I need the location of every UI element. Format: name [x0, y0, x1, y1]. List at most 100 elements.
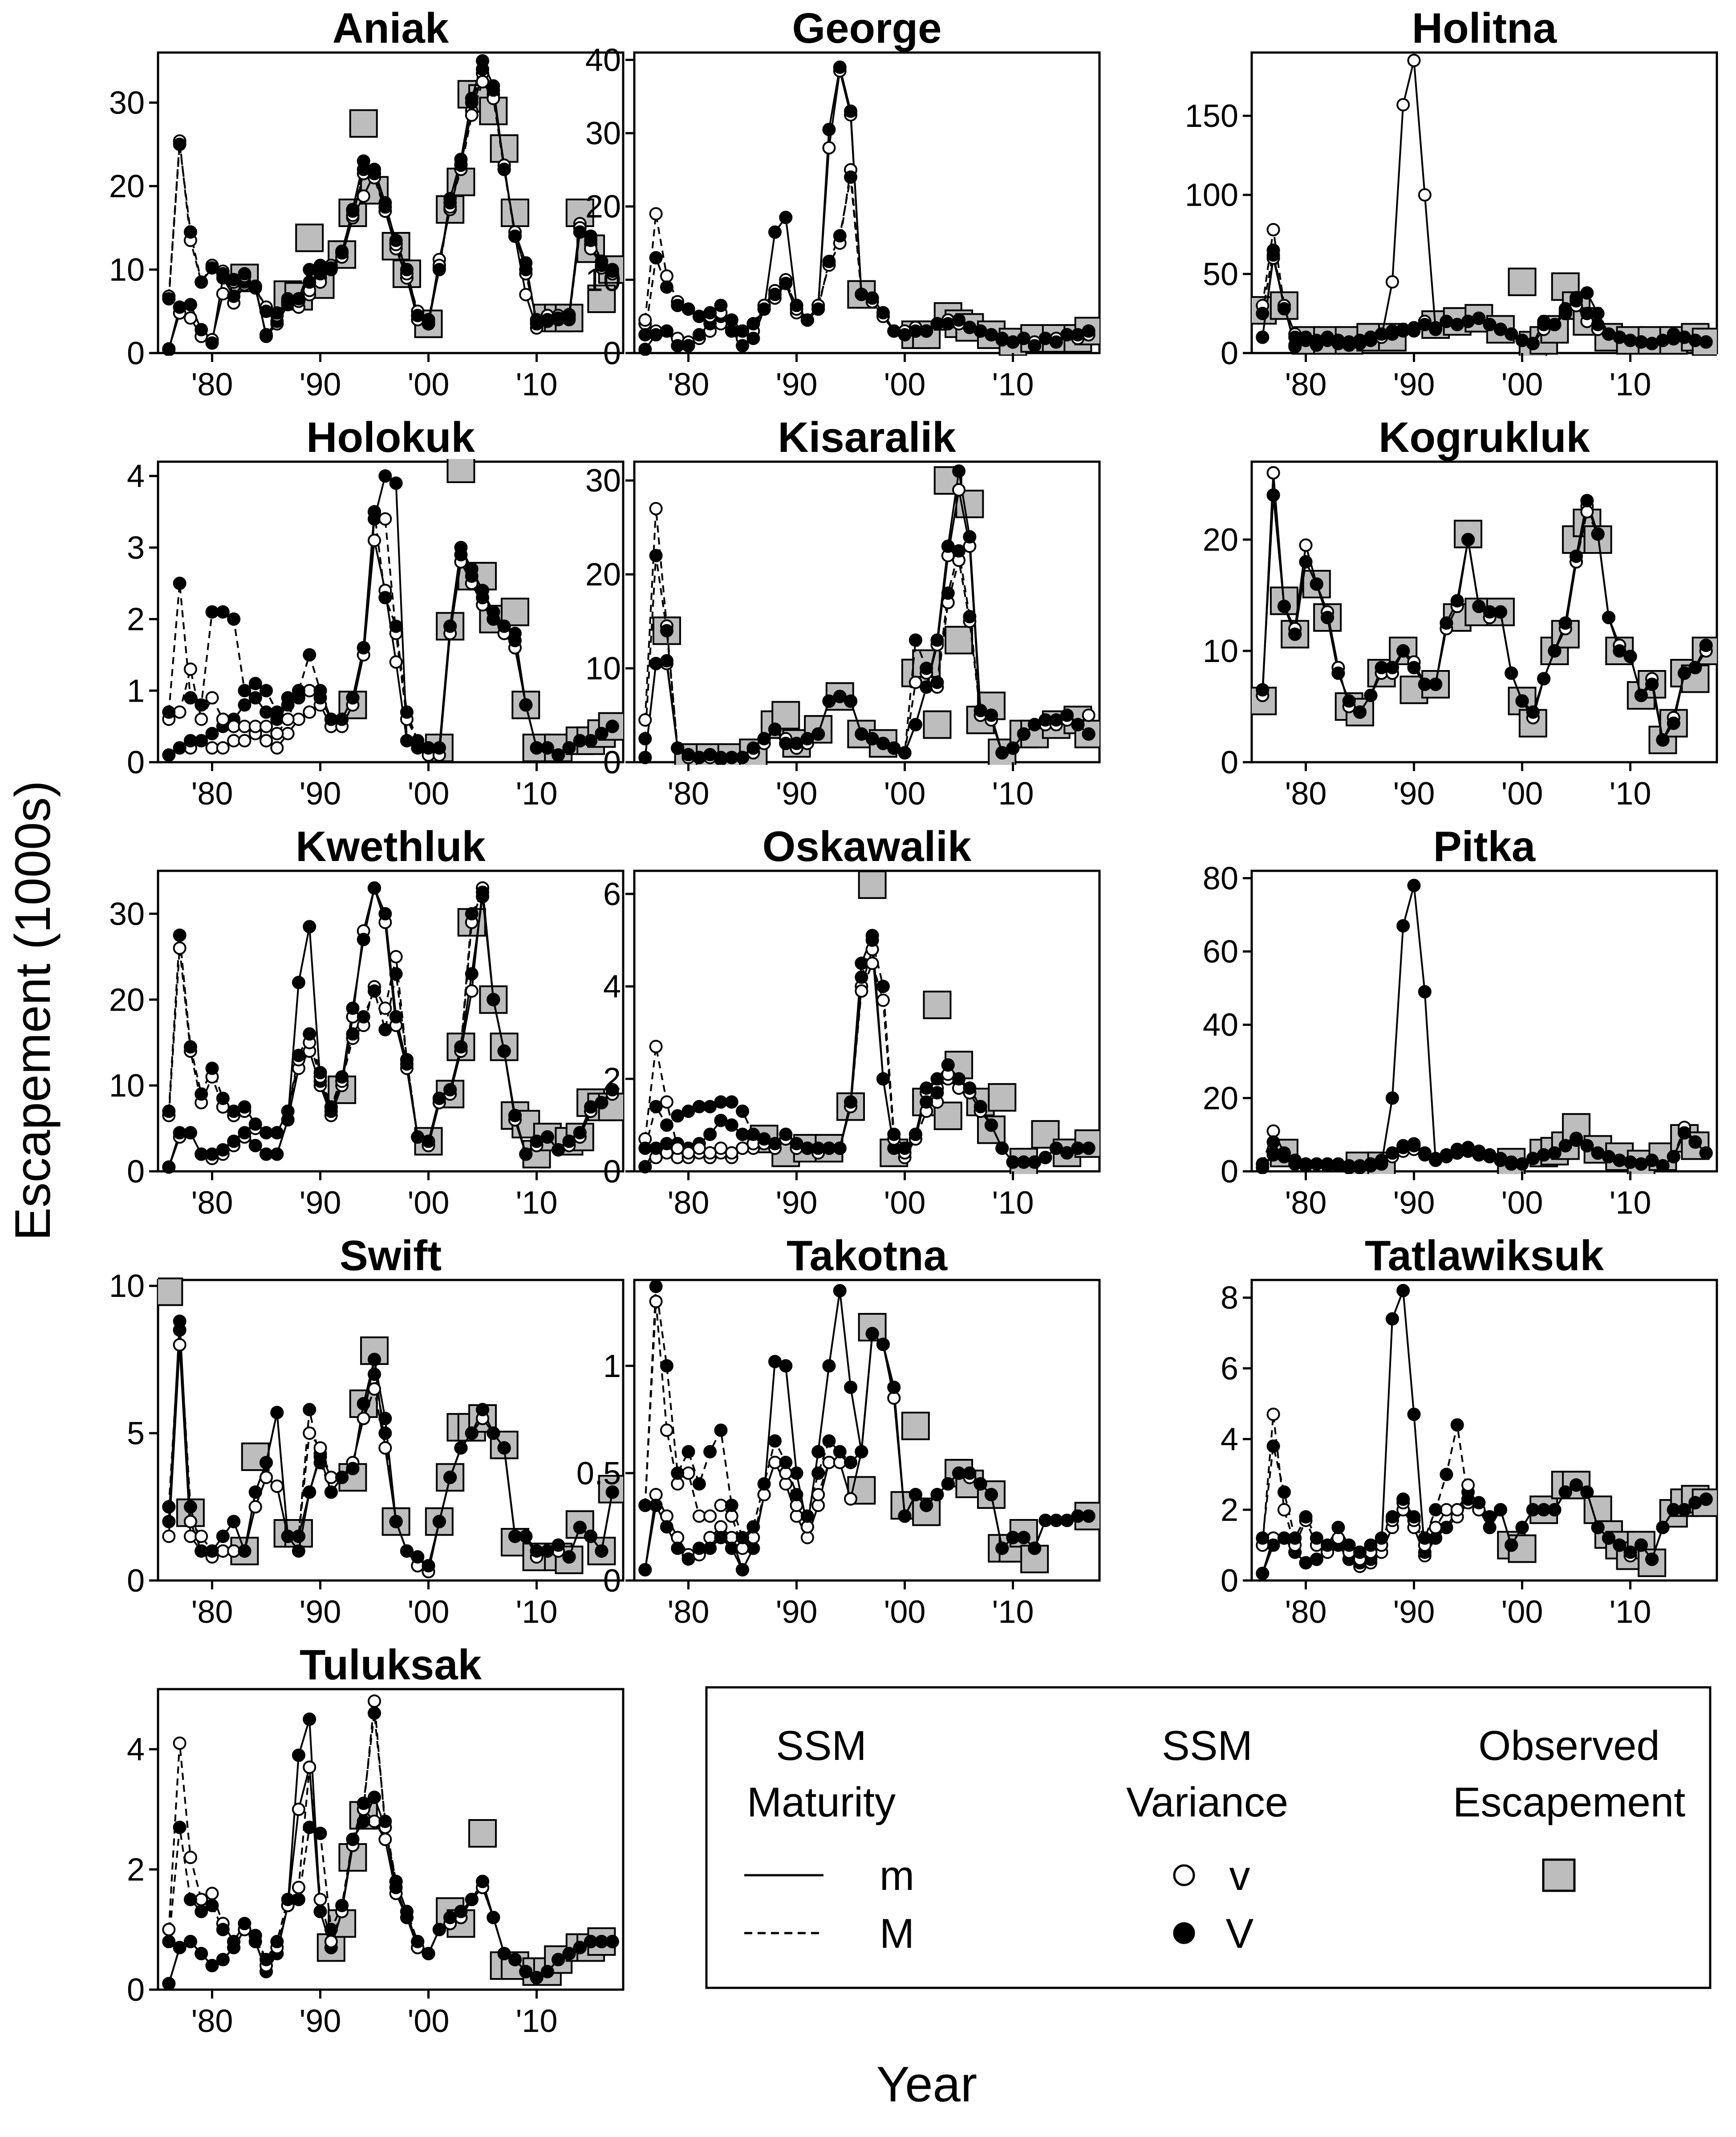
filled-point [1558, 616, 1572, 630]
y-tick-label: 5 [127, 1416, 145, 1451]
open-point [292, 712, 305, 726]
filled-point [811, 1445, 825, 1459]
filled-point [303, 648, 316, 662]
filled-point [757, 1477, 771, 1491]
filled-point [530, 1134, 544, 1148]
filled-point [833, 1142, 847, 1155]
y-tick-label: 80 [1203, 861, 1238, 896]
filled-point [1537, 318, 1551, 332]
filled-point [216, 1923, 230, 1936]
filled-point [540, 313, 554, 326]
filled-point [476, 1403, 490, 1417]
filled-point [1353, 1159, 1367, 1173]
filled-point [909, 324, 922, 338]
filled-point [313, 1066, 327, 1080]
open-point [1440, 1503, 1453, 1517]
filled-point [1678, 1126, 1691, 1140]
filled-point [357, 1010, 370, 1024]
filled-point [736, 1563, 750, 1576]
panel-title: Tuluksak [300, 1641, 482, 1689]
x-tick-label: '00 [408, 2003, 450, 2039]
x-tick-label: '80 [668, 1185, 710, 1221]
filled-point [346, 1027, 360, 1041]
plot-frame [633, 869, 1101, 1173]
filled-point [1364, 1157, 1378, 1171]
x-tick-label: '80 [191, 1185, 233, 1221]
x-tick-label: '80 [191, 2003, 233, 2039]
filled-point [205, 1061, 219, 1075]
filled-point [714, 1095, 728, 1109]
panel-title: Aniak [333, 4, 449, 52]
filled-point [1342, 335, 1356, 349]
open-point [227, 719, 241, 733]
x-tick-label: '90 [300, 2003, 341, 2039]
x-tick-label: '90 [300, 367, 341, 402]
filled-point [465, 907, 479, 921]
filled-point [173, 300, 187, 314]
filled-point [292, 684, 305, 698]
filled-point [1483, 1510, 1497, 1524]
y-tick-label: 2 [127, 1852, 145, 1888]
filled-point [1266, 244, 1280, 257]
filled-point [1450, 1142, 1464, 1156]
filled-point [1038, 1514, 1052, 1527]
filled-point [833, 229, 847, 243]
filled-point [411, 1550, 425, 1564]
filled-point [454, 1040, 468, 1054]
y-tick-label: 30 [109, 85, 145, 121]
filled-point [400, 263, 414, 276]
filled-point [1688, 1135, 1702, 1149]
legend-maturity-dashed-label: M [880, 1910, 914, 1957]
filled-point [454, 1905, 468, 1918]
filled-point [638, 751, 652, 764]
plot-area [1256, 1284, 1717, 1580]
filled-point [216, 1092, 230, 1105]
filled-point [422, 314, 435, 328]
filled-point [649, 1100, 663, 1113]
filled-point [952, 1072, 966, 1086]
filled-point [844, 1381, 858, 1394]
filled-point [736, 339, 750, 353]
filled-point [887, 1127, 901, 1141]
filled-point [303, 1820, 316, 1834]
filled-point [876, 1072, 890, 1086]
open-point [1082, 708, 1095, 722]
filled-point [1450, 318, 1464, 332]
filled-point [1591, 527, 1605, 541]
open-point [660, 1095, 673, 1109]
y-tick-label: 4 [127, 1732, 145, 1767]
open-point [162, 1923, 176, 1936]
filled-point [1071, 1509, 1085, 1523]
filled-point [952, 544, 966, 558]
filled-point [1656, 1520, 1670, 1534]
x-tick-label: '10 [516, 1594, 558, 1630]
filled-point [1613, 1538, 1626, 1552]
filled-point [681, 339, 695, 353]
filled-point [540, 1965, 554, 1979]
filled-point [865, 933, 879, 947]
series-line-M-v [168, 887, 613, 1156]
filled-point [227, 273, 241, 286]
filled-point [920, 1095, 933, 1109]
open-point [260, 1471, 273, 1484]
filled-point [1591, 1146, 1605, 1160]
filled-point [1049, 1514, 1063, 1527]
filled-point [357, 641, 370, 654]
filled-point [378, 591, 392, 605]
filled-point [1418, 1531, 1432, 1545]
filled-point [1028, 1541, 1042, 1555]
open-point [692, 1509, 706, 1523]
filled-point [692, 309, 706, 323]
open-point [681, 1146, 695, 1160]
open-point [822, 141, 836, 155]
observed-square [901, 1411, 930, 1440]
observed-square [446, 459, 475, 483]
filled-point [638, 732, 652, 746]
filled-point [183, 298, 197, 312]
filled-point [1038, 1150, 1052, 1164]
filled-point [1321, 1157, 1334, 1171]
filled-point [1548, 1146, 1562, 1160]
open-point [173, 941, 187, 955]
filled-point [238, 267, 251, 280]
